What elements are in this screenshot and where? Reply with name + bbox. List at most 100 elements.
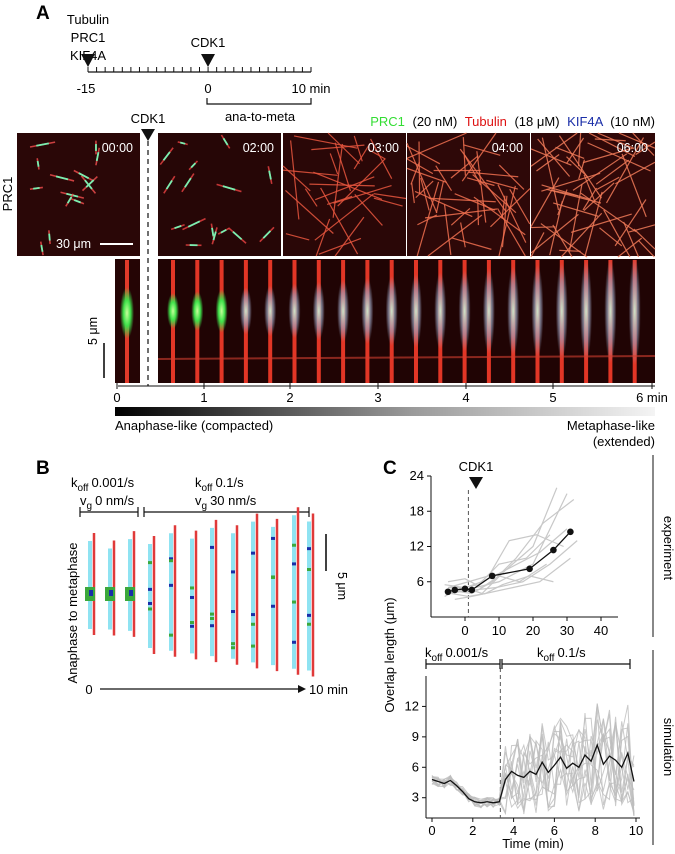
c-bracket-left xyxy=(425,659,501,669)
filament xyxy=(424,208,498,219)
c1-mean-point xyxy=(444,588,452,596)
filament-overlap xyxy=(262,230,272,239)
c1-xtick-label: 20 xyxy=(526,623,540,638)
filament xyxy=(309,183,375,187)
c-side-experiment: experiment xyxy=(661,516,675,581)
filament xyxy=(428,197,496,203)
kymo-scalebar-label: 5 μm xyxy=(86,317,100,345)
c1-mean-point xyxy=(550,546,557,554)
c1-xtick-label: 40 xyxy=(594,623,608,638)
gradient-left-label: Anaphase-like (compacted) xyxy=(115,418,273,433)
c1-xtick-label: 0 xyxy=(461,623,468,638)
filament xyxy=(414,190,473,218)
b-motor-dot xyxy=(190,624,194,628)
c-bracket-right xyxy=(501,659,631,669)
c2-trace xyxy=(431,717,635,817)
b-motor-dot xyxy=(251,613,255,617)
filament xyxy=(583,174,596,203)
c2-ytick-label: 3 xyxy=(412,790,419,805)
legend-prc1: PRC1 xyxy=(370,114,405,129)
kymo-overlap xyxy=(264,285,277,337)
filament-overlap xyxy=(222,185,236,191)
b-ylabel: Anaphase to metaphase xyxy=(65,543,80,684)
filament xyxy=(530,177,560,228)
filament xyxy=(597,132,635,150)
filament xyxy=(473,196,526,236)
b-simulated-bundles xyxy=(85,507,315,677)
filament-overlap xyxy=(190,162,197,169)
legend-kif4a: KIF4A xyxy=(567,114,603,129)
b-vg-left-sub: g xyxy=(87,501,93,512)
b-vg-right-v: v xyxy=(195,493,202,508)
filament xyxy=(566,137,585,164)
b-motor-dot xyxy=(251,644,255,648)
b-param-right-vg: vg 30 nm/s xyxy=(195,493,257,512)
filament xyxy=(553,202,599,217)
legend-tubulin: Tubulin xyxy=(465,114,507,129)
c1-mean-point xyxy=(451,586,459,594)
filament xyxy=(541,137,560,211)
filament xyxy=(530,226,556,229)
kymo-overlap xyxy=(507,266,520,356)
filament xyxy=(530,148,572,166)
filament xyxy=(318,237,362,255)
timeline-cdk1-label: CDK1 xyxy=(191,35,226,50)
filament xyxy=(577,132,582,167)
filament xyxy=(327,132,360,165)
b-motor-dot xyxy=(190,586,194,590)
filament-overlap xyxy=(40,244,44,252)
c-koff-right-sub: off xyxy=(544,653,555,664)
filament xyxy=(406,132,467,159)
kymo-tick-2: 2 xyxy=(286,390,293,405)
filament xyxy=(623,221,640,258)
filament xyxy=(558,135,602,199)
b-motor-dot xyxy=(251,551,255,555)
b-koff-right-val: 0.1/s xyxy=(215,475,244,490)
kymo-overlap xyxy=(361,277,374,345)
filament xyxy=(588,132,636,157)
filament-overlap xyxy=(36,142,49,147)
b-motor-dot xyxy=(169,633,173,637)
kymo-tick-3: 3 xyxy=(374,390,381,405)
kymo-overlap xyxy=(215,289,228,333)
filament xyxy=(599,227,623,247)
b-motor-dot xyxy=(190,595,194,599)
filament xyxy=(461,132,497,182)
c2-xtick-label: 0 xyxy=(428,823,435,838)
c2-xtick-label: 2 xyxy=(469,823,476,838)
filament-overlap xyxy=(48,233,51,241)
kymo-overlap xyxy=(482,268,495,354)
filament-overlap xyxy=(85,179,95,188)
kymo-overlap xyxy=(385,275,398,347)
b-motor-dot xyxy=(231,642,235,646)
filament xyxy=(420,177,430,211)
b-motor-dot xyxy=(210,545,214,549)
b-scalebar-label: 5 μm xyxy=(335,572,349,600)
filament xyxy=(621,153,647,218)
filament xyxy=(555,146,585,159)
frame-time-1: 02:00 xyxy=(243,141,274,155)
kymo-overlap xyxy=(337,279,350,343)
c-xlabel: Time (min) xyxy=(502,836,564,851)
filament xyxy=(282,169,338,176)
filament xyxy=(332,143,344,218)
kymo-overlap xyxy=(312,281,325,341)
kymo-overlap xyxy=(580,260,593,362)
filament xyxy=(572,153,628,191)
b-motor-dot xyxy=(231,646,235,650)
timeline-label-prc1: PRC1 xyxy=(71,30,106,45)
b-koff-left-val: 0.001/s xyxy=(91,475,134,490)
filament-overlap xyxy=(179,141,186,145)
filament xyxy=(635,141,656,156)
c1-ytick-label: 18 xyxy=(410,503,424,518)
filament xyxy=(416,181,440,257)
filament xyxy=(614,199,647,247)
b-param-right-koff: koff 0.1/s xyxy=(195,475,244,494)
filament-overlap xyxy=(36,160,40,167)
legend-prc1-conc: (20 nM) xyxy=(413,114,458,129)
b-motor-dot xyxy=(307,622,311,626)
c1-trace xyxy=(448,487,558,595)
timeline-label-tubulin: Tubulin xyxy=(67,12,109,27)
b-motor-dot xyxy=(148,587,152,591)
